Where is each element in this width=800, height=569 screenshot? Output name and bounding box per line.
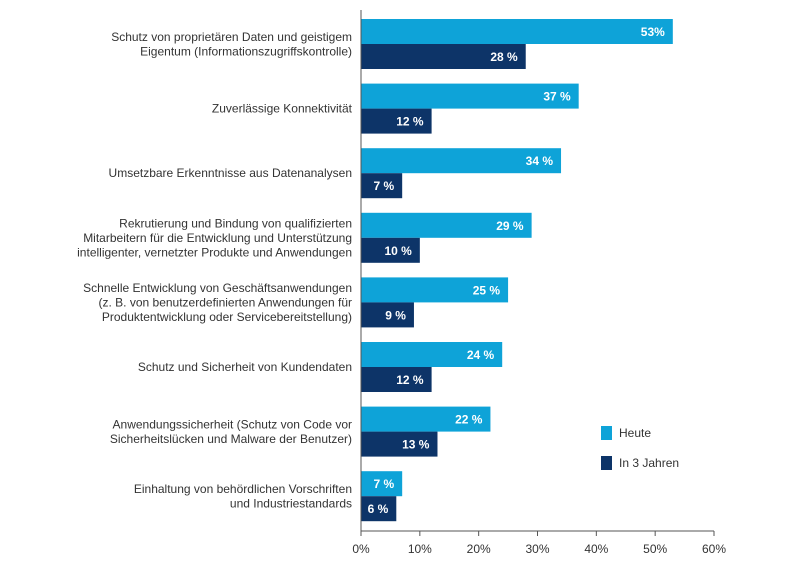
category-label: Einhaltung von behördlichen Vorschriften [134, 482, 352, 496]
bar-in-3-jahren [361, 44, 526, 69]
category-label: Schnelle Entwicklung von Geschäftsanwend… [83, 281, 352, 295]
bar-in-3-jahren [361, 237, 420, 263]
category-label: Eigentum (Informationszugriffskontrolle) [140, 44, 352, 58]
data-label: 9 % [385, 308, 406, 322]
data-label: 10 % [384, 244, 412, 258]
category-label: Rekrutierung und Bindung von qualifizier… [119, 216, 352, 230]
category-label: Schutz und Sicherheit von Kundendaten [138, 360, 352, 374]
category-label: Umsetzbare Erkenntnisse aus Datenanalyse… [109, 166, 352, 180]
category-label: (z. B. von benutzerdefinierten Anwendung… [99, 295, 353, 309]
category-label: Schutz von proprietären Daten und geisti… [111, 30, 352, 44]
x-tick-label: 60% [702, 542, 726, 556]
bar-in-3-jahren [361, 431, 438, 457]
data-label: 12 % [396, 373, 424, 387]
data-label: 6 % [368, 502, 389, 516]
category-label: Sicherheitslücken und Malware der Benutz… [110, 432, 352, 446]
data-label: 12 % [396, 115, 424, 129]
x-tick-label: 0% [352, 542, 370, 556]
bar-in-3-jahren [361, 496, 397, 522]
category-label: und Industriestandards [230, 496, 352, 510]
data-label: 7 % [373, 179, 394, 193]
legend-swatch [601, 426, 612, 440]
x-tick-label: 30% [525, 542, 549, 556]
bar-heute [361, 19, 673, 44]
category-label: Mitarbeitern für die Entwicklung und Unt… [83, 231, 352, 245]
x-tick-label: 10% [408, 542, 432, 556]
data-label: 7 % [373, 477, 394, 491]
x-tick-label: 40% [584, 542, 608, 556]
bar-in-3-jahren [361, 367, 432, 392]
category-label: intelligenter, vernetzter Produkte und A… [77, 245, 352, 259]
category-label: Anwendungssicherheit (Schutz von Code vo… [113, 417, 352, 431]
legend-label: Heute [619, 426, 651, 440]
data-label: 37 % [543, 90, 571, 104]
x-tick-label: 20% [467, 542, 491, 556]
bar-heute [361, 148, 562, 174]
x-tick-label: 50% [643, 542, 667, 556]
bar-in-3-jahren [361, 108, 432, 134]
data-label: 28 % [490, 50, 518, 64]
bar-heute [361, 342, 503, 367]
data-label: 53% [641, 25, 665, 39]
bar-in-3-jahren [361, 173, 403, 199]
bar-heute [361, 277, 509, 303]
category-label: Produktentwicklung oder Servicebereitste… [102, 310, 352, 324]
category-label: Zuverlässige Konnektivität [212, 102, 353, 116]
legend-label: In 3 Jahren [619, 456, 679, 470]
data-label: 13 % [402, 438, 430, 452]
bar-heute [361, 471, 403, 497]
data-label: 24 % [467, 348, 495, 362]
data-label: 25 % [473, 283, 501, 297]
bar-in-3-jahren [361, 302, 414, 328]
bar-heute [361, 406, 491, 432]
legend-swatch [601, 456, 612, 470]
data-label: 34 % [526, 154, 554, 168]
data-label: 22 % [455, 413, 483, 427]
data-label: 29 % [496, 219, 524, 233]
bar-heute [361, 212, 532, 238]
bar-heute [361, 83, 579, 109]
